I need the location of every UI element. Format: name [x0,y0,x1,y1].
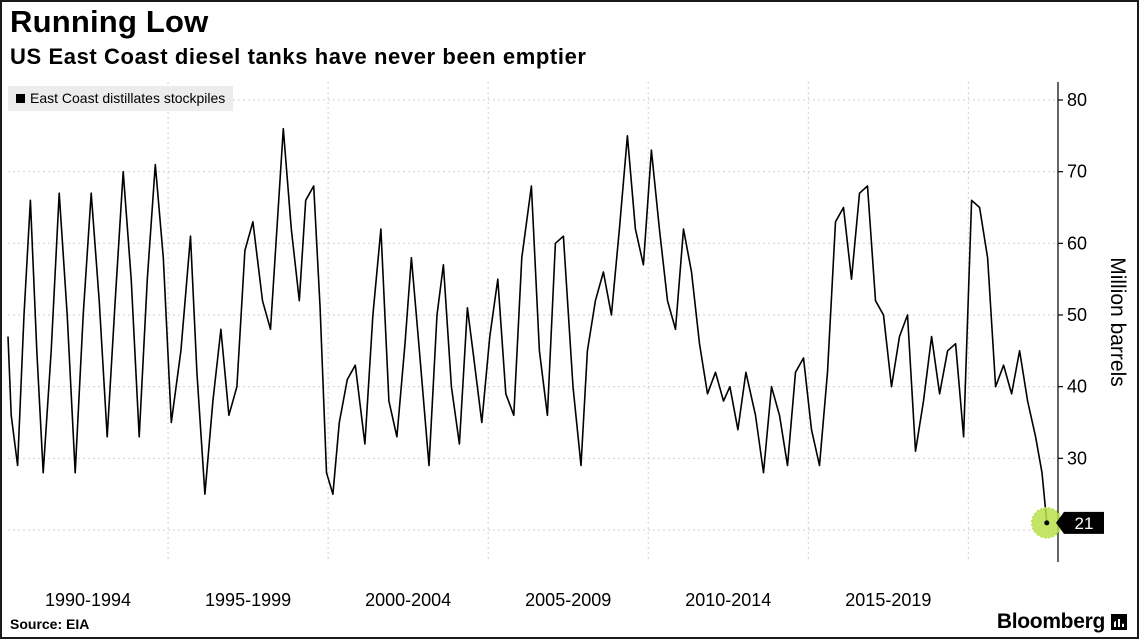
x-tick-label: 2000-2004 [365,590,451,610]
value-callout-box [1056,511,1104,534]
x-tick-label: 2005-2009 [525,590,611,610]
series-line [7,127,1048,523]
brand-text: Bloomberg [996,610,1105,633]
bloomberg-logo: Bloomberg [997,610,1127,634]
x-tick-label: 1995-1999 [205,590,291,610]
y-tick-label: 70 [1067,162,1087,182]
y-tick-label: 60 [1067,233,1087,253]
y-tick-label: 30 [1067,448,1087,468]
legend-swatch [16,93,25,103]
last-point-dot [1044,520,1050,526]
y-tick-label: 80 [1067,90,1087,110]
x-tick-label: 2015-2019 [845,590,931,610]
grid-lines [8,82,1058,562]
chart-subtitle: US East Coast diesel tanks have never be… [10,44,587,69]
legend: East Coast distillates stockpiles [8,86,234,111]
source-note: Source: EIA [10,616,90,632]
series-group [7,127,1048,523]
value-callout-label: 21 [1075,514,1094,533]
value-callout: 21 [1031,507,1104,539]
bloomberg-chart-icon [1111,614,1127,630]
y-axis-label: Million barrels [1106,257,1129,387]
y-tick-label: 50 [1067,305,1087,325]
x-axis-ticks: 1990-1994 1995-1999 2000-2004 2005-2009 2010… [45,590,931,610]
x-tick-label: 2010-2014 [685,590,771,610]
y-tick-label: 40 [1067,377,1087,397]
chart-title: Running Low [10,4,209,39]
y-axis: 30 40 50 60 70 80 [1057,82,1087,562]
legend-label: East Coast distillates stockpiles [30,90,226,106]
x-tick-label: 1990-1994 [45,590,131,610]
